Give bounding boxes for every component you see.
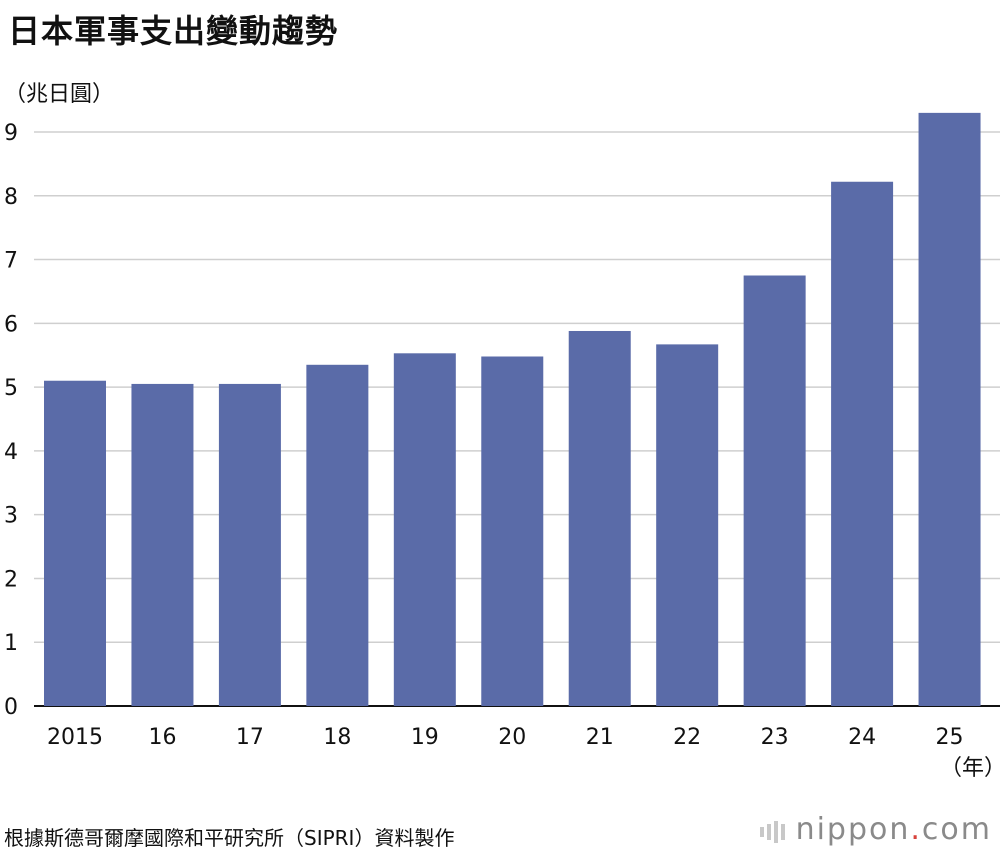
brand-dot: . <box>910 812 922 847</box>
bar-23 <box>743 275 806 706</box>
bar-21 <box>568 330 631 706</box>
x-tick-label: 2015 <box>47 725 103 750</box>
x-tick-label: 19 <box>411 725 439 750</box>
x-tick-labels: 2015 16 17 18 19 20 21 22 23 24 25 <box>47 725 964 750</box>
y-tick-label: 1 <box>4 631 18 656</box>
y-tick-label: 2 <box>4 567 18 592</box>
x-tick-label: 25 <box>936 725 964 750</box>
x-tick-label: 17 <box>236 725 264 750</box>
chart-title: 日本軍事支出變動趨勢 <box>8 12 339 50</box>
y-tick-label: 9 <box>4 121 18 146</box>
x-tick-label: 21 <box>586 725 614 750</box>
y-axis-unit-label: （兆日圓） <box>4 82 115 107</box>
y-tick-label: 0 <box>4 695 18 720</box>
bar-20 <box>481 356 544 706</box>
bar-18 <box>306 364 369 706</box>
bars <box>44 112 981 706</box>
brand-name-part1: nippon <box>795 812 911 847</box>
bar-25 <box>918 112 981 706</box>
bar-22 <box>656 344 719 706</box>
y-tick-label: 6 <box>4 312 18 337</box>
brand-logo[interactable]: nippon.com <box>759 812 992 848</box>
bar-19 <box>393 353 456 706</box>
y-tick-labels: 0 1 2 3 4 5 6 7 8 9 <box>4 121 18 720</box>
x-tick-label: 16 <box>148 725 176 750</box>
x-tick-label: 24 <box>848 725 876 750</box>
y-tick-label: 3 <box>4 504 18 529</box>
bar-16 <box>131 383 194 706</box>
x-tick-label: 22 <box>673 725 701 750</box>
bar-2015 <box>44 380 106 706</box>
bar-17 <box>218 383 281 706</box>
x-tick-label: 23 <box>761 725 789 750</box>
x-tick-label: 18 <box>323 725 351 750</box>
y-tick-label: 4 <box>4 440 18 465</box>
y-tick-label: 8 <box>4 185 18 210</box>
y-tick-label: 5 <box>4 376 18 401</box>
brand-bars-icon <box>759 813 788 848</box>
x-tick-label: 20 <box>498 725 526 750</box>
y-tick-label: 7 <box>4 249 18 274</box>
x-axis-unit-label: （年） <box>940 756 1000 781</box>
bar-24 <box>831 181 894 706</box>
brand-name-part2: com <box>921 812 992 847</box>
source-note: 根據斯德哥爾摩國際和平研究所（SIPRI）資料製作 <box>4 826 455 850</box>
